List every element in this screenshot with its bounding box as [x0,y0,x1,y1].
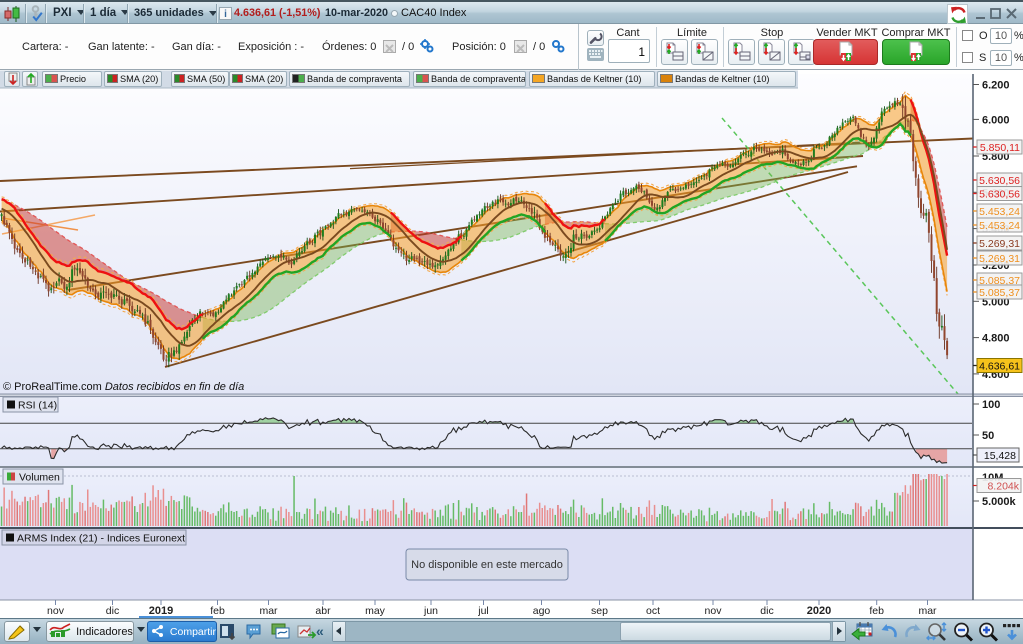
svg-text:2019: 2019 [149,605,173,617]
svg-text:4.800: 4.800 [982,333,1010,345]
svg-text:100: 100 [982,399,1000,411]
svg-text:5.850,11: 5.850,11 [980,142,1020,154]
svg-text:6.200: 6.200 [982,80,1010,92]
svg-text:abr: abr [315,605,331,617]
svg-text:2020: 2020 [807,605,831,617]
svg-text:5.269,31: 5.269,31 [979,253,1020,265]
svg-text:oct: oct [646,605,660,617]
svg-text:Volumen: Volumen [19,472,60,484]
svg-text:nov: nov [47,605,65,617]
svg-text:jun: jun [423,605,438,617]
svg-text:RSI (14): RSI (14) [18,400,57,412]
svg-text:feb: feb [210,605,225,617]
svg-text:4.636,61: 4.636,61 [979,361,1020,373]
svg-text:5.269,31: 5.269,31 [979,238,1020,250]
svg-text:15,428: 15,428 [984,450,1016,462]
svg-text:5.630,56: 5.630,56 [979,189,1020,201]
svg-text:5.085,37: 5.085,37 [979,287,1020,299]
svg-text:50: 50 [982,430,994,442]
svg-text:mar: mar [918,605,937,617]
svg-text:dic: dic [760,605,773,617]
svg-text:dic: dic [106,605,119,617]
svg-text:mar: mar [259,605,278,617]
svg-text:ARMS Index (21) - Indices Euro: ARMS Index (21) - Indices Euronext [17,533,185,545]
svg-text:5.453,24: 5.453,24 [979,220,1020,232]
svg-text:No disponible en este mercado: No disponible en este mercado [411,559,563,571]
svg-text:feb: feb [869,605,884,617]
svg-text:nov: nov [705,605,723,617]
svg-text:may: may [365,605,386,617]
svg-text:8.204k: 8.204k [987,481,1019,493]
svg-text:sep: sep [591,605,608,617]
svg-text:© ProRealTime.com Datos recibi: © ProRealTime.com Datos recibidos en fin… [3,381,244,393]
svg-text:ago: ago [533,605,551,617]
svg-text:5.630,56: 5.630,56 [979,175,1020,187]
svg-text:jul: jul [477,605,489,617]
svg-text:5.453,24: 5.453,24 [979,206,1020,218]
svg-text:5.085,37: 5.085,37 [979,275,1020,287]
svg-text:5.000k: 5.000k [982,496,1017,508]
svg-text:6.000: 6.000 [982,114,1010,126]
